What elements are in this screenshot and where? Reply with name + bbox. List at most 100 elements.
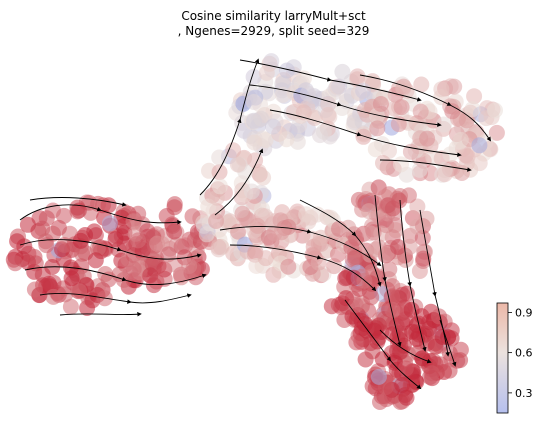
chart-title: Cosine similarity larryMult+sct , Ngenes…	[0, 9, 547, 39]
cell-point	[225, 142, 242, 159]
cell-point	[245, 94, 262, 110]
cell-point	[130, 232, 147, 249]
streamline	[19, 239, 202, 260]
streamline	[24, 266, 207, 286]
cell-point	[166, 223, 183, 240]
chart-title-line1: Cosine similarity larryMult+sct	[181, 9, 366, 23]
cell-point	[300, 213, 317, 230]
cell-point	[295, 104, 312, 121]
cell-point	[229, 156, 246, 173]
cell-point	[391, 192, 408, 209]
cell-point	[257, 250, 274, 267]
streamline	[39, 292, 192, 304]
streamline	[29, 197, 127, 207]
cell-point	[372, 96, 389, 112]
cell-point	[9, 233, 26, 250]
streamline	[239, 59, 422, 102]
cell-point	[347, 297, 364, 313]
cell-point	[243, 183, 260, 200]
cell-point	[398, 389, 415, 406]
cell-point	[249, 217, 266, 234]
cell-point	[413, 308, 430, 325]
cell-point	[84, 292, 101, 309]
cell-point	[45, 288, 62, 305]
cell-point	[86, 223, 103, 240]
streamline	[59, 311, 142, 317]
cell-point	[412, 103, 429, 120]
cell-point	[56, 237, 73, 253]
cell-point	[370, 368, 387, 385]
colorbar-tick-label: 0.6	[515, 347, 533, 360]
colorbar-gradient	[496, 302, 509, 414]
cell-point	[70, 202, 87, 219]
cell-point	[166, 196, 183, 213]
streamline	[359, 74, 491, 142]
cell-point	[390, 239, 407, 255]
cell-point	[362, 335, 379, 351]
cell-point	[258, 64, 275, 81]
cell-point	[315, 123, 332, 140]
cell-point	[87, 252, 104, 269]
cell-point	[397, 360, 414, 377]
colorbar: 0.3 0.6 0.9	[496, 302, 533, 414]
cell-point	[211, 149, 228, 166]
cell-point	[440, 329, 457, 346]
cell-point	[89, 240, 106, 257]
cell-point	[393, 156, 409, 173]
cell-point	[278, 131, 295, 148]
cell-point	[471, 155, 488, 172]
cell-point	[125, 261, 142, 277]
cell-point	[334, 63, 351, 80]
cell-point	[211, 178, 228, 195]
velocity-streamlines	[19, 58, 491, 390]
cell-point	[327, 80, 344, 97]
streamline	[199, 58, 260, 196]
cell-point	[374, 136, 390, 152]
streamline	[19, 204, 182, 225]
cell-point	[404, 323, 421, 340]
cell-point	[349, 68, 366, 85]
cell-point	[452, 131, 469, 148]
cell-point	[363, 289, 380, 306]
cell-point	[266, 225, 283, 242]
cell-point	[446, 78, 463, 95]
colorbar-tick-label: 0.9	[515, 306, 533, 319]
cell-point	[372, 394, 388, 410]
cell-point	[320, 107, 337, 123]
cell-point	[278, 62, 295, 79]
cell-point	[265, 266, 282, 283]
colorbar-tick-label: 0.3	[515, 387, 533, 400]
cell-point	[433, 81, 450, 98]
cell-points	[5, 53, 505, 410]
cell-point	[401, 238, 418, 255]
cell-point	[488, 124, 505, 141]
cell-point	[310, 254, 327, 271]
cell-point	[487, 102, 503, 119]
cell-point	[384, 301, 401, 318]
cell-point	[208, 213, 225, 229]
cell-point	[312, 229, 329, 246]
cell-point	[280, 258, 297, 275]
streamline	[214, 148, 264, 216]
streamline	[379, 159, 472, 172]
cell-point	[26, 281, 43, 298]
cell-point	[7, 255, 24, 272]
cell-point	[347, 249, 364, 265]
streamline	[269, 109, 462, 157]
cell-point	[415, 250, 432, 267]
cell-point	[334, 100, 351, 116]
cell-point	[40, 275, 57, 292]
cell-point	[255, 169, 272, 186]
streamline	[299, 199, 382, 287]
cell-point	[62, 298, 79, 315]
cell-point	[19, 216, 36, 233]
streamline	[379, 329, 432, 364]
cell-point	[387, 222, 404, 239]
cell-point	[323, 298, 340, 315]
cell-point	[366, 322, 383, 339]
cell-point	[411, 161, 428, 178]
cell-point	[423, 365, 440, 382]
cell-point	[408, 374, 425, 390]
cell-point	[353, 320, 370, 337]
